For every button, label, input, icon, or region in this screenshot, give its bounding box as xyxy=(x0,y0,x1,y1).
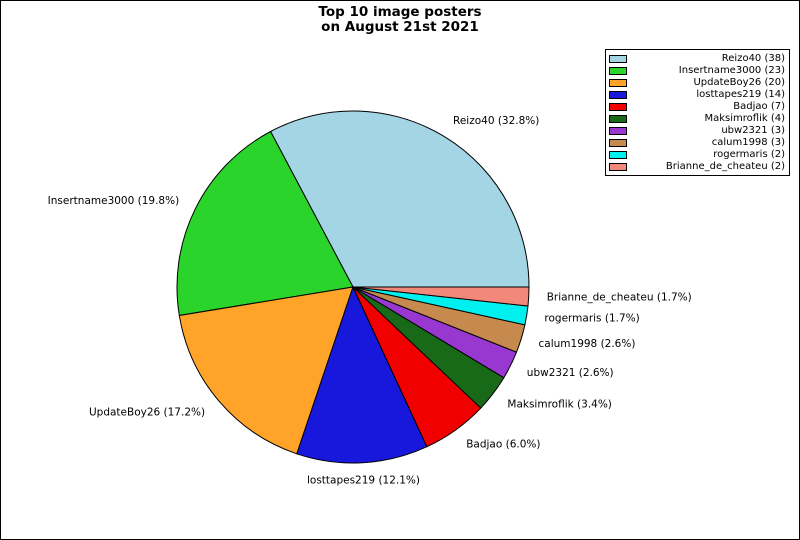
pie-label-Reizo40: Reizo40 (32.8%) xyxy=(453,115,539,127)
pie-label-Brianne_de_cheateu: Brianne_de_cheateu (1.7%) xyxy=(547,292,692,304)
pie-label-Insertname3000: Insertname3000 (19.8%) xyxy=(48,195,180,207)
legend-item-rogermaris: rogermaris (2) xyxy=(609,149,785,160)
legend: Reizo40 (38) Insertname3000 (23) UpdateBoy… xyxy=(605,49,790,176)
pie-slice-Reizo40 xyxy=(269,110,530,288)
pie-label-Maksimroflik: Maksimroflik (3.4%) xyxy=(507,398,612,410)
legend-swatch-rogermaris xyxy=(609,150,627,159)
legend-item-Brianne_de_cheateu: Brianne_de_cheateu (2) xyxy=(609,161,785,172)
legend-label-rogermaris: rogermaris (2) xyxy=(713,149,785,160)
legend-item-losttapes219: losttapes219 (14) xyxy=(609,89,785,100)
legend-swatch-Reizo40 xyxy=(609,54,627,63)
legend-label-Maksimroflik: Maksimroflik (4) xyxy=(704,113,786,124)
legend-item-calum1998: calum1998 (3) xyxy=(609,137,785,148)
legend-label-Insertname3000: Insertname3000 (23) xyxy=(678,65,785,76)
legend-item-Insertname3000: Insertname3000 (23) xyxy=(609,65,785,76)
legend-item-Badjao: Badjao (7) xyxy=(609,101,785,112)
legend-label-UpdateBoy26: UpdateBoy26 (20) xyxy=(693,77,785,88)
chart-title: Top 10 image posters on August 21st 2021 xyxy=(1,5,799,35)
legend-swatch-Brianne_de_cheateu xyxy=(609,162,627,171)
legend-label-Reizo40: Reizo40 (38) xyxy=(721,53,785,64)
legend-swatch-Maksimroflik xyxy=(609,114,627,123)
legend-label-calum1998: calum1998 (3) xyxy=(711,137,785,148)
pie-label-losttapes219: losttapes219 (12.1%) xyxy=(307,475,420,487)
legend-swatch-UpdateBoy26 xyxy=(609,78,627,87)
pie-label-calum1998: calum1998 (2.6%) xyxy=(539,338,636,350)
legend-swatch-ubw2321 xyxy=(609,126,627,135)
legend-label-losttapes219: losttapes219 (14) xyxy=(696,89,785,100)
legend-label-ubw2321: ubw2321 (3) xyxy=(721,125,785,136)
legend-label-Badjao: Badjao (7) xyxy=(733,101,785,112)
pie-slice-UpdateBoy26 xyxy=(178,286,354,455)
pie-slice-Insertname3000 xyxy=(176,130,354,317)
pie-label-rogermaris: rogermaris (1.7%) xyxy=(544,312,639,324)
pie-slice-losttapes219 xyxy=(296,285,428,464)
legend-swatch-Insertname3000 xyxy=(609,66,627,75)
legend-item-UpdateBoy26: UpdateBoy26 (20) xyxy=(609,77,785,88)
chart-title-line2: on August 21st 2021 xyxy=(321,19,479,35)
pie-label-ubw2321: ubw2321 (2.6%) xyxy=(527,367,614,379)
pie-label-Badjao: Badjao (6.0%) xyxy=(466,439,540,451)
chart-title-line1: Top 10 image posters xyxy=(318,4,482,20)
legend-item-Reizo40: Reizo40 (38) xyxy=(609,53,785,64)
pie-slice-Brianne_de_cheateu xyxy=(352,286,530,307)
legend-item-ubw2321: ubw2321 (3) xyxy=(609,125,785,136)
legend-swatch-calum1998 xyxy=(609,138,627,147)
legend-swatch-losttapes219 xyxy=(609,90,627,99)
legend-item-Maksimroflik: Maksimroflik (4) xyxy=(609,113,785,124)
pie-label-UpdateBoy26: UpdateBoy26 (17.2%) xyxy=(89,407,205,419)
legend-swatch-Badjao xyxy=(609,102,627,111)
legend-label-Brianne_de_cheateu: Brianne_de_cheateu (2) xyxy=(665,161,785,172)
